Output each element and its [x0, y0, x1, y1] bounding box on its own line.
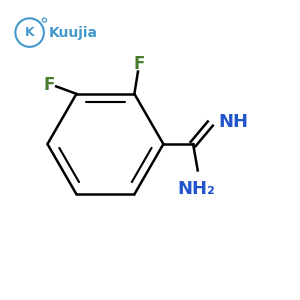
- Text: NH: NH: [219, 113, 249, 131]
- Text: K: K: [25, 26, 34, 39]
- Text: F: F: [134, 55, 145, 73]
- Text: NH₂: NH₂: [177, 180, 215, 198]
- Text: F: F: [43, 76, 55, 94]
- Text: Kuujia: Kuujia: [49, 26, 98, 40]
